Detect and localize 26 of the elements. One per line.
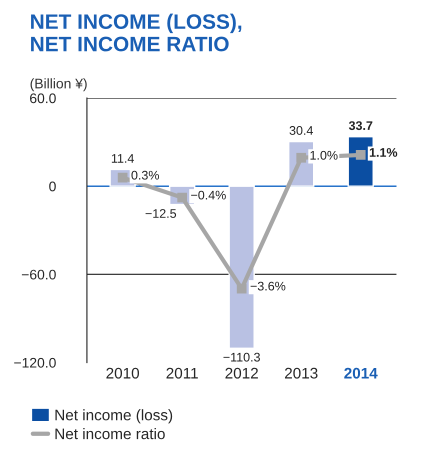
y-tick-label: 60.0 (30, 93, 56, 104)
y-axis-title: (Billion ¥) (30, 78, 87, 92)
y-tick-label: 0 (49, 182, 56, 192)
x-tick-label: 2014 (344, 368, 378, 379)
x-tick-label: 2011 (166, 368, 198, 379)
legend-label: Net income (loss) (55, 409, 172, 424)
x-tick-label: 2010 (106, 368, 140, 379)
x-tick-label: 2012 (225, 368, 258, 379)
data-label: −12.5 (146, 209, 176, 218)
data-label: 30.4 (290, 126, 314, 135)
point (236, 284, 247, 294)
data-label: 33.7 (348, 121, 372, 130)
point (356, 150, 366, 160)
point (296, 152, 306, 163)
y-tick-label: −120.0 (14, 358, 56, 368)
data-label: −110.3 (223, 352, 260, 362)
legend-label: Net income ratio (55, 428, 165, 440)
y-tick-label: −60.0 (22, 270, 56, 280)
x-tick-label: 2013 (284, 368, 318, 379)
data-label: 11.4 (112, 154, 134, 163)
data-label: 1.1% (370, 148, 398, 157)
data-label: −0.4% (191, 190, 226, 200)
chart-title: NET INCOME (LOSS), NET INCOME RATIO (31, 14, 242, 52)
data-label: −3.6% (250, 282, 286, 291)
data-label: 0.3% (131, 170, 160, 180)
data-label: 1.0% (310, 150, 338, 160)
